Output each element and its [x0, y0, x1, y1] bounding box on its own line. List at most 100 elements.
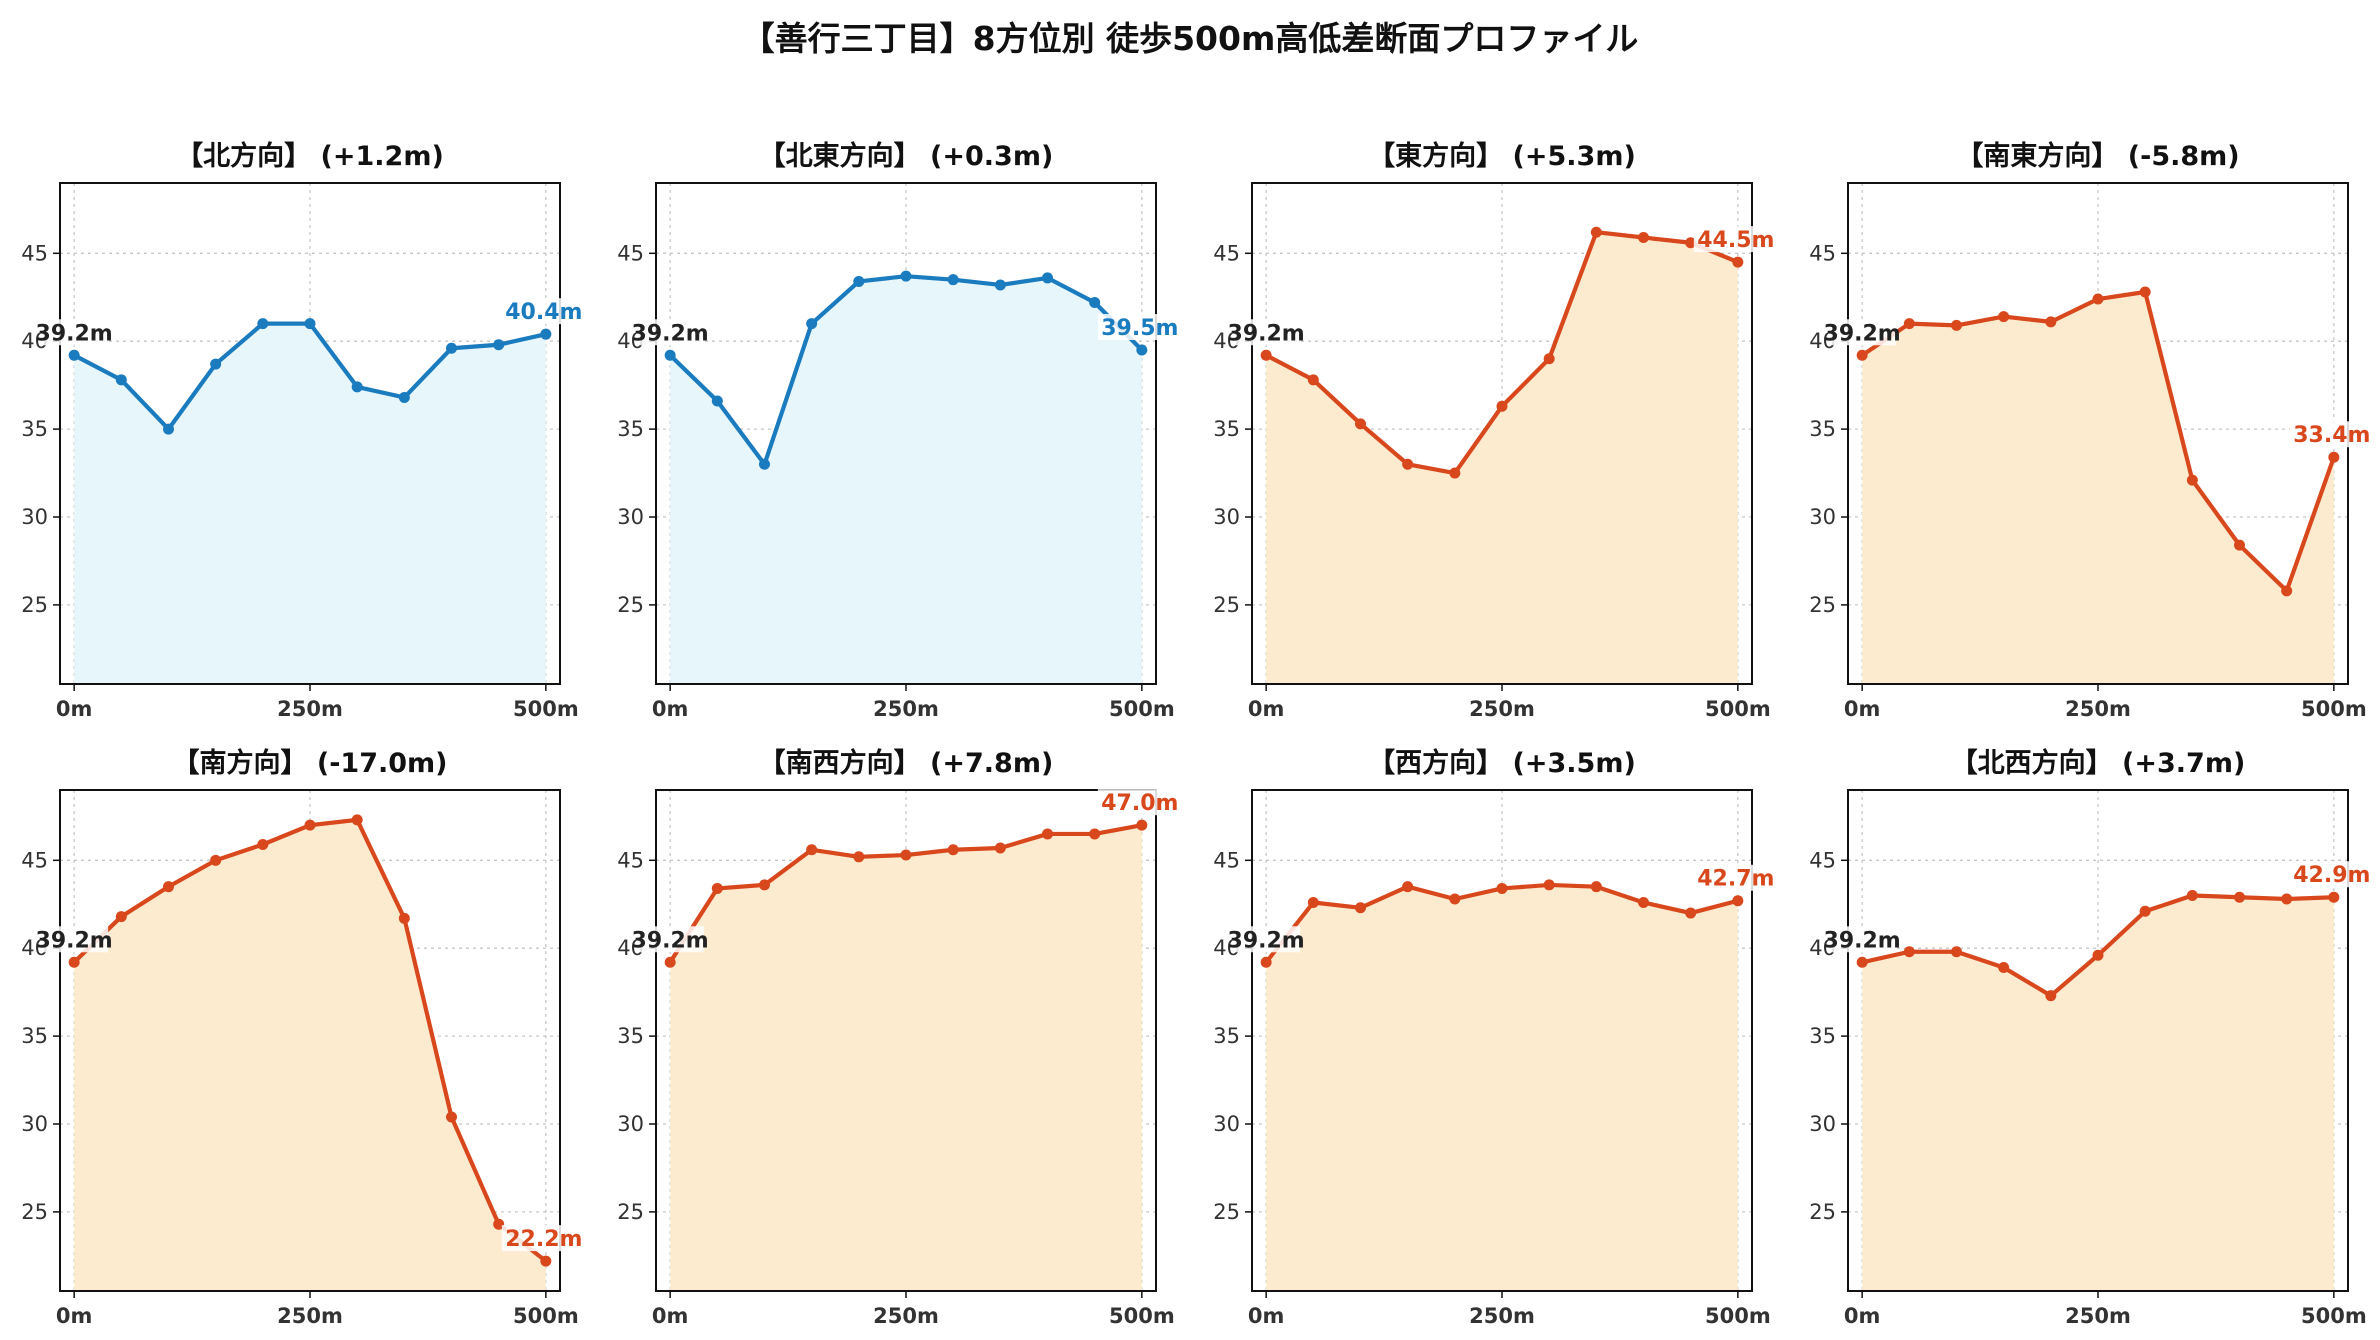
- area-fill: [1266, 884, 1738, 1291]
- start-elevation-label: 39.2m: [1228, 928, 1305, 953]
- x-tick-label: 500m: [1109, 697, 1175, 721]
- y-tick-label: 30: [1213, 505, 1240, 529]
- data-point: [2045, 990, 2057, 1002]
- data-point: [1354, 418, 1366, 430]
- data-point: [1402, 458, 1414, 470]
- end-elevation-label: 22.2m: [505, 1227, 582, 1252]
- data-point: [1042, 272, 1054, 284]
- data-point: [210, 854, 222, 866]
- data-point: [2139, 286, 2151, 298]
- end-elevation-label: 33.4m: [2293, 423, 2370, 448]
- area-fill: [670, 825, 1142, 1291]
- panel-title: 【西方向】 (+3.5m): [1368, 747, 1636, 779]
- end-elevation-label: 40.4m: [505, 300, 582, 325]
- x-tick-label: 0m: [1248, 1304, 1285, 1328]
- data-point: [540, 1255, 552, 1267]
- panel-title: 【北西方向】 (+3.7m): [1951, 747, 2246, 779]
- data-point: [446, 342, 458, 354]
- start-label-bg: [40, 926, 109, 953]
- x-tick-label: 250m: [873, 1304, 939, 1328]
- data-point: [2045, 316, 2057, 328]
- panel-title: 【北方向】 (+1.2m): [176, 140, 444, 172]
- data-point: [115, 374, 127, 386]
- data-point: [493, 1218, 505, 1230]
- data-point: [2234, 539, 2246, 551]
- data-point: [994, 279, 1006, 291]
- data-point: [947, 274, 959, 286]
- data-point: [493, 339, 505, 351]
- data-point: [351, 814, 363, 826]
- y-tick-label: 45: [1213, 241, 1240, 265]
- data-point: [1089, 297, 1101, 309]
- x-tick-label: 250m: [277, 697, 343, 721]
- y-tick-label: 45: [1809, 848, 1836, 872]
- end-label-bg: [1097, 314, 1182, 340]
- start-label-bg: [1828, 926, 1897, 953]
- data-point: [1042, 828, 1054, 840]
- start-elevation-label: 39.2m: [36, 321, 113, 346]
- start-label-bg: [636, 319, 705, 346]
- end-label-bg: [501, 298, 586, 325]
- x-tick-label: 250m: [2065, 1304, 2131, 1328]
- data-point: [398, 391, 410, 403]
- data-point: [1590, 881, 1602, 893]
- y-tick-label: 45: [1809, 241, 1836, 265]
- data-point: [1449, 467, 1461, 479]
- start-label-bg: [1828, 319, 1897, 346]
- data-point: [711, 395, 723, 407]
- start-elevation-label: 39.2m: [1824, 321, 1901, 346]
- data-point: [1402, 881, 1414, 893]
- y-tick-label: 25: [1213, 1200, 1240, 1224]
- x-tick-label: 500m: [513, 1304, 579, 1328]
- data-point: [1260, 349, 1272, 361]
- data-point: [758, 458, 770, 470]
- area-fill: [1266, 232, 1738, 684]
- start-elevation-label: 39.2m: [1824, 928, 1901, 953]
- start-label-bg: [40, 319, 109, 346]
- data-point: [2328, 891, 2340, 903]
- data-point: [68, 349, 80, 361]
- data-point: [853, 851, 865, 863]
- figure-title: 【善行三丁目】8方位別 徒歩500m高低差断面プロファイル: [741, 19, 1639, 58]
- x-tick-label: 0m: [652, 1304, 689, 1328]
- start-label-bg: [1232, 926, 1301, 953]
- x-tick-label: 250m: [1469, 1304, 1535, 1328]
- y-tick-label: 30: [1809, 1112, 1836, 1136]
- x-tick-label: 500m: [2301, 697, 2367, 721]
- end-elevation-label: 42.7m: [1697, 867, 1774, 892]
- data-point: [2234, 891, 2246, 903]
- data-point: [1543, 353, 1555, 365]
- x-tick-label: 500m: [2301, 1304, 2367, 1328]
- data-point: [1354, 902, 1366, 914]
- data-point: [446, 1111, 458, 1123]
- data-point: [1307, 897, 1319, 909]
- x-tick-label: 250m: [1469, 697, 1535, 721]
- data-point: [711, 882, 723, 894]
- panel-title: 【東方向】 (+5.3m): [1368, 140, 1636, 172]
- x-tick-label: 0m: [1844, 697, 1881, 721]
- start-label-bg: [1232, 319, 1301, 346]
- y-tick-label: 45: [21, 241, 48, 265]
- y-tick-label: 25: [21, 593, 48, 617]
- data-point: [68, 956, 80, 968]
- data-point: [1732, 256, 1744, 268]
- area-fill: [74, 323, 546, 684]
- data-point: [1638, 897, 1650, 909]
- area-fill: [670, 276, 1142, 684]
- data-point: [162, 423, 174, 435]
- data-point: [1449, 893, 1461, 905]
- data-point: [1685, 237, 1697, 249]
- data-point: [115, 911, 127, 923]
- x-tick-label: 500m: [1109, 1304, 1175, 1328]
- end-label-bg: [2289, 861, 2374, 888]
- y-tick-label: 25: [1213, 593, 1240, 617]
- x-tick-label: 500m: [1705, 1304, 1771, 1328]
- data-point: [1732, 895, 1744, 907]
- panel-title: 【北東方向】 (+0.3m): [759, 140, 1054, 172]
- data-point: [900, 849, 912, 861]
- y-tick-label: 25: [1809, 1200, 1836, 1224]
- y-tick-label: 35: [1809, 417, 1836, 441]
